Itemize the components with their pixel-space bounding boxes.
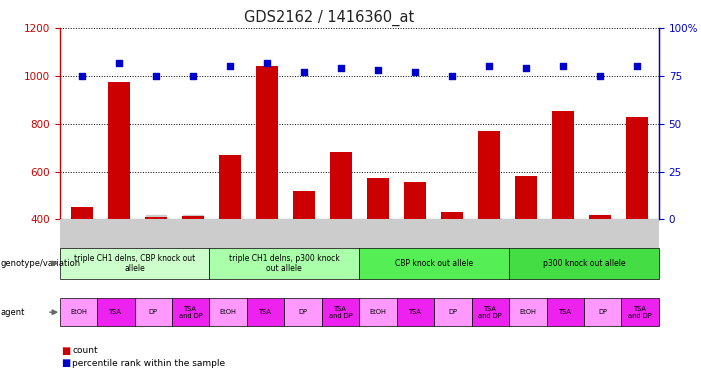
Text: TSA: TSA bbox=[559, 309, 572, 315]
Point bbox=[446, 73, 457, 79]
Bar bbox=[219, 155, 241, 315]
Text: TSA
and DP: TSA and DP bbox=[479, 306, 502, 319]
Text: CBP knock out allele: CBP knock out allele bbox=[395, 259, 473, 268]
Text: TSA
and DP: TSA and DP bbox=[628, 306, 652, 319]
Bar bbox=[144, 217, 167, 315]
Point bbox=[298, 69, 309, 75]
Text: TSA: TSA bbox=[409, 309, 422, 315]
Bar bbox=[515, 176, 537, 315]
Point bbox=[76, 73, 88, 79]
Text: GDS2162 / 1416360_at: GDS2162 / 1416360_at bbox=[245, 9, 414, 26]
Point bbox=[261, 60, 273, 66]
Point bbox=[335, 65, 346, 71]
Bar bbox=[552, 111, 574, 315]
Text: EtOH: EtOH bbox=[519, 309, 536, 315]
Text: DP: DP bbox=[598, 309, 607, 315]
Point bbox=[483, 63, 494, 69]
Text: TSA
and DP: TSA and DP bbox=[329, 306, 353, 319]
Bar bbox=[108, 82, 130, 315]
Point bbox=[113, 60, 124, 66]
Text: EtOH: EtOH bbox=[219, 309, 237, 315]
Point bbox=[150, 73, 161, 79]
Bar bbox=[625, 117, 648, 315]
Bar bbox=[404, 182, 426, 315]
Bar bbox=[477, 131, 500, 315]
Text: TSA: TSA bbox=[259, 309, 272, 315]
Bar bbox=[329, 152, 352, 315]
Point bbox=[557, 63, 569, 69]
Bar bbox=[71, 207, 93, 315]
Point bbox=[224, 63, 236, 69]
Text: EtOH: EtOH bbox=[369, 309, 386, 315]
Point bbox=[520, 65, 531, 71]
Point bbox=[409, 69, 421, 75]
Text: EtOH: EtOH bbox=[70, 309, 87, 315]
Text: triple CH1 delns, CBP knock out
allele: triple CH1 delns, CBP knock out allele bbox=[74, 254, 195, 273]
Bar bbox=[367, 177, 389, 315]
Text: ■: ■ bbox=[61, 346, 70, 355]
Text: p300 knock out allele: p300 knock out allele bbox=[543, 259, 625, 268]
Text: agent: agent bbox=[1, 308, 25, 316]
Point bbox=[631, 63, 642, 69]
Bar bbox=[293, 190, 315, 315]
Point bbox=[594, 73, 606, 79]
Text: percentile rank within the sample: percentile rank within the sample bbox=[72, 358, 225, 368]
Text: count: count bbox=[72, 346, 98, 355]
Text: DP: DP bbox=[449, 309, 458, 315]
Text: DP: DP bbox=[299, 309, 308, 315]
Text: triple CH1 delns, p300 knock
out allele: triple CH1 delns, p300 knock out allele bbox=[229, 254, 340, 273]
Point bbox=[187, 73, 198, 79]
Text: TSA
and DP: TSA and DP bbox=[179, 306, 203, 319]
Point bbox=[372, 67, 383, 73]
Bar bbox=[182, 216, 204, 315]
Text: TSA: TSA bbox=[109, 309, 122, 315]
Bar bbox=[256, 66, 278, 315]
Bar bbox=[589, 214, 611, 315]
Text: ■: ■ bbox=[61, 358, 70, 368]
Text: genotype/variation: genotype/variation bbox=[1, 259, 81, 268]
Bar bbox=[441, 212, 463, 315]
Text: DP: DP bbox=[149, 309, 158, 315]
